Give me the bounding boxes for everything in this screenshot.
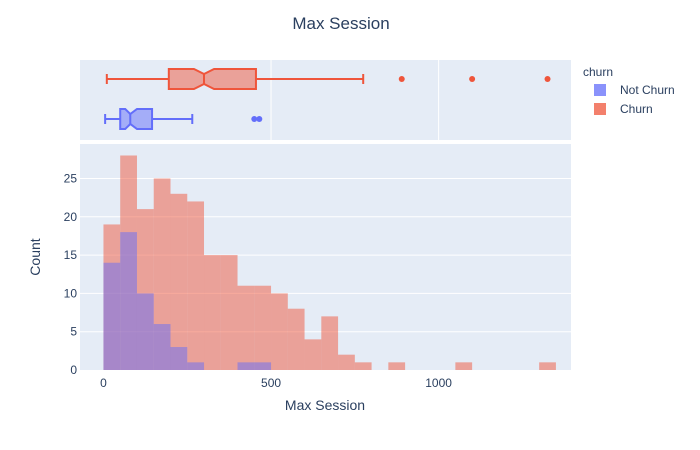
x-axis-ticks: 0 500 1000: [100, 376, 452, 390]
y-tick-label: 10: [64, 286, 78, 300]
histogram-bar[interactable]: [103, 262, 121, 370]
y-axis-ticks: 0 5 10 15 20 25: [64, 171, 78, 377]
histogram-bar[interactable]: [388, 362, 406, 370]
legend-label: Not Churn: [620, 83, 675, 97]
histogram-bar[interactable]: [354, 362, 372, 370]
box-outlier-point[interactable]: [398, 76, 405, 82]
box-outlier-point[interactable]: [251, 116, 258, 122]
histogram-bar[interactable]: [187, 362, 205, 370]
legend-swatch: [594, 84, 606, 96]
x-tick-label: 1000: [425, 376, 452, 390]
box-plot[interactable]: [104, 108, 263, 130]
y-tick-label: 0: [70, 363, 77, 377]
box-body: [119, 108, 154, 130]
histogram-bar[interactable]: [120, 232, 137, 370]
y-axis-title: Count: [27, 238, 43, 275]
histogram-bar[interactable]: [204, 255, 221, 370]
legend-swatch: [594, 103, 606, 115]
box-outlier-point[interactable]: [544, 76, 551, 82]
box-plots: [104, 68, 551, 130]
histogram-bar[interactable]: [220, 255, 238, 370]
legend-title: churn: [583, 65, 613, 79]
histogram-bar[interactable]: [187, 201, 205, 370]
legend[interactable]: churn Not Churn Churn: [583, 65, 675, 116]
histogram-bar[interactable]: [254, 362, 272, 370]
histogram-bar[interactable]: [153, 324, 171, 370]
box-outlier-point[interactable]: [469, 76, 476, 82]
histogram-bar[interactable]: [287, 308, 305, 370]
histogram-bar[interactable]: [170, 193, 188, 370]
x-tick-label: 0: [100, 376, 107, 390]
histogram-bar[interactable]: [271, 293, 288, 370]
y-tick-label: 20: [64, 210, 78, 224]
y-tick-label: 25: [64, 171, 78, 185]
histogram-bar[interactable]: [254, 285, 272, 370]
histogram-bar[interactable]: [237, 362, 255, 370]
histogram-bars: [103, 155, 556, 370]
chart-title: Max Session: [292, 14, 389, 33]
box-body: [167, 68, 257, 90]
histogram-bar[interactable]: [539, 362, 556, 370]
histogram-bar[interactable]: [304, 339, 322, 370]
x-tick-label: 500: [261, 376, 281, 390]
histogram-bar[interactable]: [153, 178, 171, 370]
histogram-bar[interactable]: [136, 293, 154, 370]
legend-label: Churn: [620, 102, 653, 116]
legend-item[interactable]: Not Churn: [594, 83, 675, 97]
histogram-bar[interactable]: [237, 285, 255, 370]
histogram-bar[interactable]: [455, 362, 473, 370]
legend-item[interactable]: Churn: [594, 102, 653, 116]
histogram-bar[interactable]: [338, 354, 355, 370]
box-outlier-point[interactable]: [256, 116, 263, 122]
box-plot-panel: [80, 60, 571, 140]
y-tick-label: 5: [70, 325, 77, 339]
histogram-bar[interactable]: [321, 316, 339, 370]
histogram-bar[interactable]: [170, 347, 188, 370]
x-axis-title: Max Session: [285, 397, 365, 413]
box-plot[interactable]: [105, 68, 551, 90]
box-plot-gridlines: [270, 60, 440, 140]
y-tick-label: 15: [64, 248, 78, 262]
